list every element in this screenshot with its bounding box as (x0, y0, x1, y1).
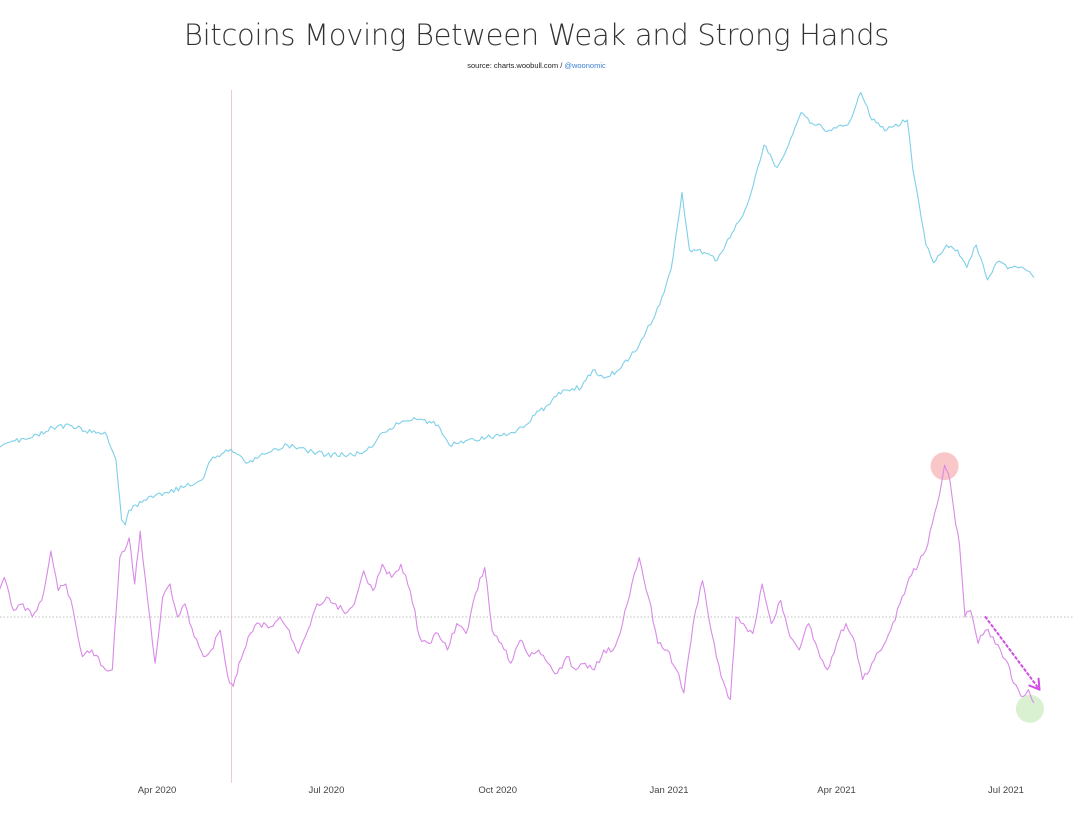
source-handle-link[interactable]: @woonomic (564, 61, 606, 70)
trend-arrow-head (1028, 677, 1041, 691)
x-tick-label: Jul 2021 (988, 785, 1024, 796)
low-highlight-circle (1015, 694, 1044, 723)
x-axis-ticks: Apr 2020 Jul 2020 Oct 2020 Jan 2021 Apr 2021… (138, 785, 1024, 796)
ratio-series-line (0, 464, 1035, 704)
x-tick-label: Jan 2021 (649, 785, 688, 796)
chart-title: Bitcoins Moving Between Weak and Strong … (183, 18, 890, 52)
series-layer (0, 91, 1035, 704)
x-tick-label: Apr 2020 (138, 785, 177, 796)
trend-arrow-line (984, 616, 1041, 691)
annotation-layer (984, 616, 1041, 691)
x-tick-label: Jul 2020 (308, 785, 344, 796)
x-tick-label: Oct 2020 (478, 785, 517, 796)
source-prefix: source: charts.woobull.com / (467, 61, 565, 70)
x-tick-label: Apr 2021 (817, 785, 856, 796)
chart-source: source: charts.woobull.com / @woonomic (0, 61, 1073, 70)
price-series-line (0, 91, 1035, 526)
marker-layer (0, 90, 1073, 783)
